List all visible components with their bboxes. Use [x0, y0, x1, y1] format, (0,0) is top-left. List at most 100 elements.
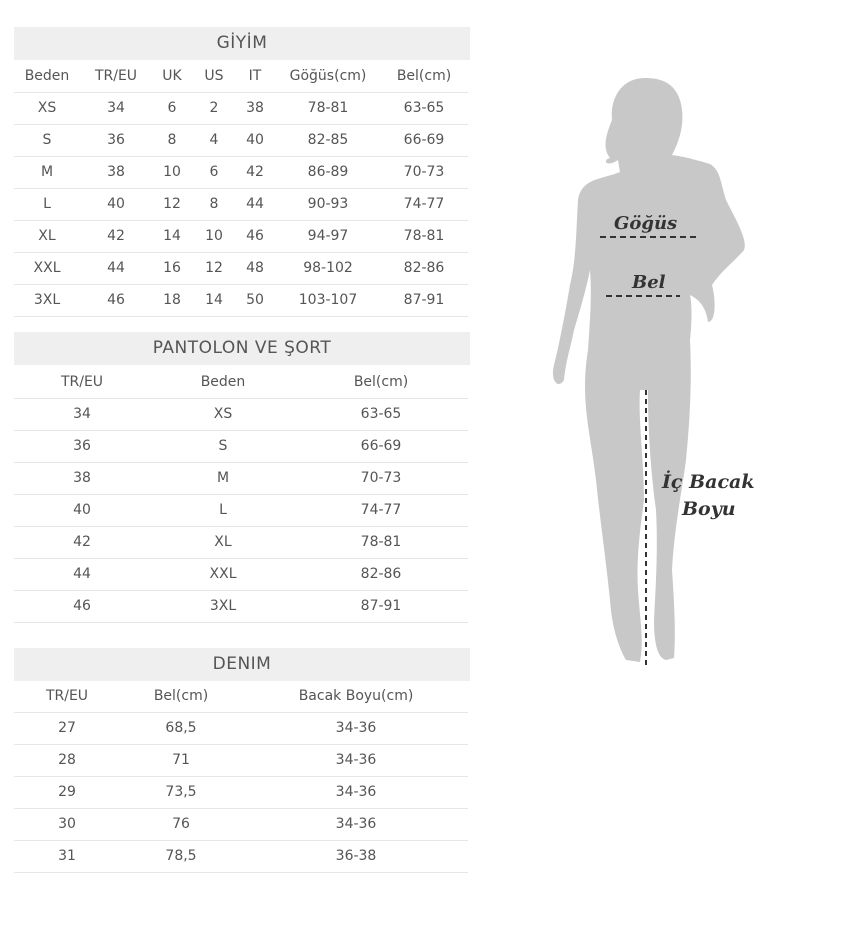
table-cell: 14 — [163, 228, 181, 244]
table-cell: 78,5 — [165, 848, 197, 864]
table-cell: 44 — [246, 196, 264, 212]
column-header: IT — [248, 68, 262, 84]
table-cell: 82-86 — [403, 260, 445, 276]
column-header: Bel(cm) — [396, 68, 452, 84]
table-cell: 42 — [246, 164, 264, 180]
waist-label: Bel — [631, 272, 666, 293]
table-cell: 66-69 — [403, 132, 445, 148]
header-row: TR/EU Bel(cm) Bacak Boyu(cm) — [14, 680, 468, 713]
table-cell: 34 — [107, 100, 125, 116]
table-cell: 27 — [58, 720, 76, 736]
table-cell: 10 — [205, 228, 223, 244]
table-title: GİYİM — [14, 27, 470, 60]
table-cell: L — [43, 196, 51, 212]
table-row: 40 L 74-77 — [14, 494, 468, 527]
table-cell: 18 — [163, 292, 181, 308]
table-cell: 103-107 — [298, 292, 358, 308]
table-cell: 10 — [163, 164, 181, 180]
table-cell: 44 — [107, 260, 125, 276]
table-cell: 12 — [205, 260, 223, 276]
table-cell: 44 — [73, 566, 91, 582]
table-row: 34 XS 63-65 — [14, 398, 468, 431]
table-cell: 70-73 — [360, 470, 402, 486]
column-header: Beden — [200, 374, 246, 390]
table-cell: 3XL — [209, 598, 237, 614]
table-cell: 63-65 — [360, 406, 402, 422]
table-cell: S — [42, 132, 52, 148]
table-cell: 38 — [246, 100, 264, 116]
table-cell: 30 — [58, 816, 76, 832]
table-cell: L — [219, 502, 227, 518]
table-cell: 16 — [163, 260, 181, 276]
table-cell: 70-73 — [403, 164, 445, 180]
column-header: Bacak Boyu(cm) — [298, 688, 414, 704]
table-cell: 74-77 — [403, 196, 445, 212]
table-cell: 34-36 — [335, 816, 377, 832]
table-cell: M — [40, 164, 54, 180]
table-cell: 78-81 — [403, 228, 445, 244]
table-cell: XL — [38, 228, 56, 244]
table-row: 38 M 70-73 — [14, 462, 468, 495]
column-header: Bel(cm) — [353, 374, 409, 390]
table-cell: 40 — [73, 502, 91, 518]
table-row: 46 3XL 87-91 — [14, 590, 468, 623]
table-cell: 40 — [246, 132, 264, 148]
table-cell: 46 — [246, 228, 264, 244]
table-row: S 36 8 4 40 82-85 66-69 — [14, 124, 468, 157]
table-cell: 82-86 — [360, 566, 402, 582]
silhouette — [552, 78, 745, 662]
table-cell: 78-81 — [307, 100, 349, 116]
body-measurement-figure: Göğüs Bel İç Bacak Boyu — [540, 60, 780, 684]
table-title: DENIM — [14, 648, 470, 681]
inseam-label-line2: Boyu — [681, 498, 736, 520]
table-cell: 86-89 — [307, 164, 349, 180]
table-row: 42 XL 78-81 — [14, 526, 468, 559]
table-row: 28 71 34-36 — [14, 744, 468, 777]
table-cell: 12 — [163, 196, 181, 212]
table-cell: 66-69 — [360, 438, 402, 454]
column-header: TR/EU — [60, 374, 104, 390]
table-cell: 73,5 — [165, 784, 197, 800]
table-cell: 28 — [58, 752, 76, 768]
table-cell: 34-36 — [335, 720, 377, 736]
table-cell: 46 — [107, 292, 125, 308]
table-cell: 34 — [73, 406, 91, 422]
column-header: UK — [162, 68, 182, 84]
table-cell: XS — [37, 100, 57, 116]
header-row: TR/EU Beden Bel(cm) — [14, 366, 468, 399]
table-cell: 14 — [205, 292, 223, 308]
table-cell: XS — [213, 406, 233, 422]
table-cell: 2 — [209, 100, 219, 116]
table-cell: 87-91 — [360, 598, 402, 614]
table-cell: S — [218, 438, 228, 454]
table-cell: XXL — [33, 260, 61, 276]
table-cell: 29 — [58, 784, 76, 800]
table-row: XS 34 6 2 38 78-81 63-65 — [14, 92, 468, 125]
table-row: 3XL 46 18 14 50 103-107 87-91 — [14, 284, 468, 317]
table-cell: XL — [214, 534, 232, 550]
table-cell: 8 — [209, 196, 219, 212]
table-cell: 87-91 — [403, 292, 445, 308]
table-cell: 6 — [167, 100, 177, 116]
table-row: 30 76 34-36 — [14, 808, 468, 841]
table-row: M 38 10 6 42 86-89 70-73 — [14, 156, 468, 189]
table-cell: 82-85 — [307, 132, 349, 148]
table-cell: 38 — [73, 470, 91, 486]
column-header: TR/EU — [94, 68, 138, 84]
table-title: PANTOLON VE ŞORT — [14, 332, 470, 365]
table-row: 44 XXL 82-86 — [14, 558, 468, 591]
table-cell: 8 — [167, 132, 177, 148]
column-header: Beden — [24, 68, 70, 84]
table-cell: 40 — [107, 196, 125, 212]
table-cell: 71 — [172, 752, 190, 768]
table-cell: 98-102 — [303, 260, 353, 276]
table-cell: 68,5 — [165, 720, 197, 736]
table-cell: 42 — [73, 534, 91, 550]
table-cell: 36 — [107, 132, 125, 148]
table-cell: 31 — [58, 848, 76, 864]
table-row: 31 78,5 36-38 — [14, 840, 468, 873]
table-cell: M — [216, 470, 230, 486]
table-cell: 36 — [73, 438, 91, 454]
table-cell: 4 — [209, 132, 219, 148]
table-row: XL 42 14 10 46 94-97 78-81 — [14, 220, 468, 253]
